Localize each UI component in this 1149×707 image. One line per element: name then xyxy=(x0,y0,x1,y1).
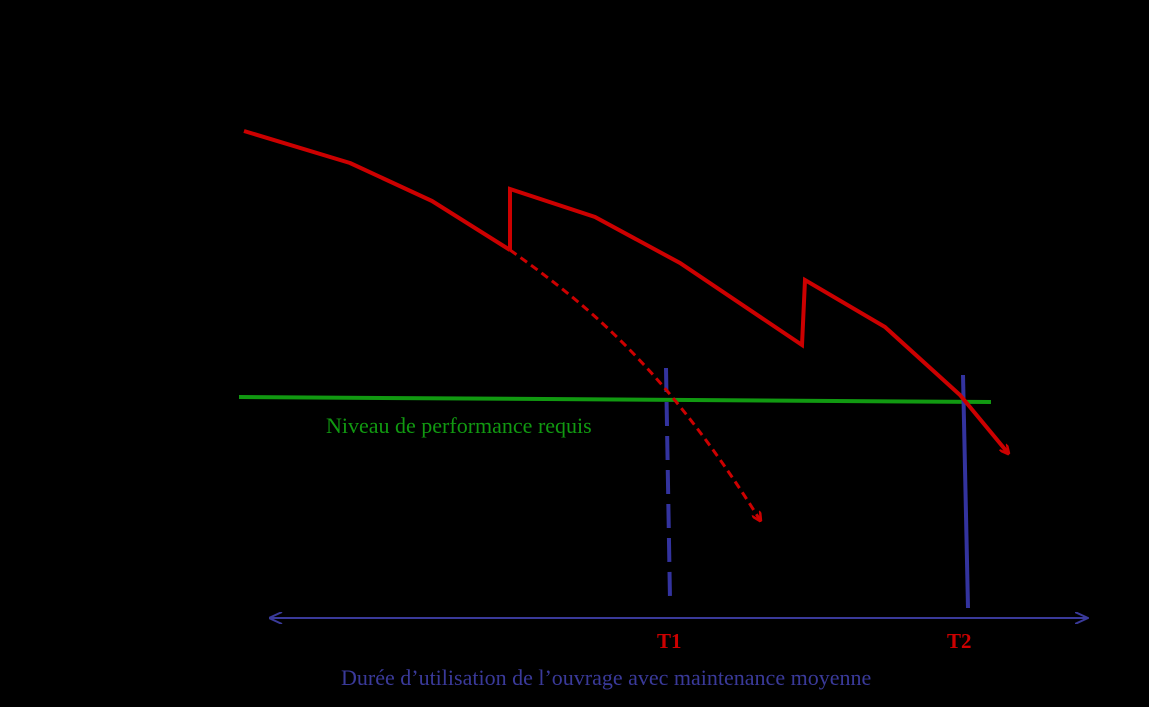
t2-marker-line xyxy=(961,374,970,609)
t1-marker-line xyxy=(664,367,672,601)
duration-label: Durée d’utilisation de l’ouvrage avec ma… xyxy=(341,665,871,690)
no-maintenance-dashed-curve xyxy=(509,248,760,520)
required-performance-line xyxy=(238,395,992,404)
t2-label: T2 xyxy=(947,629,972,653)
t1-label: T1 xyxy=(657,629,682,653)
performance-level-label: Niveau de performance requis xyxy=(326,413,592,438)
initial-degradation-curve xyxy=(243,129,512,252)
maintenance-sawtooth-curve xyxy=(508,186,1008,453)
